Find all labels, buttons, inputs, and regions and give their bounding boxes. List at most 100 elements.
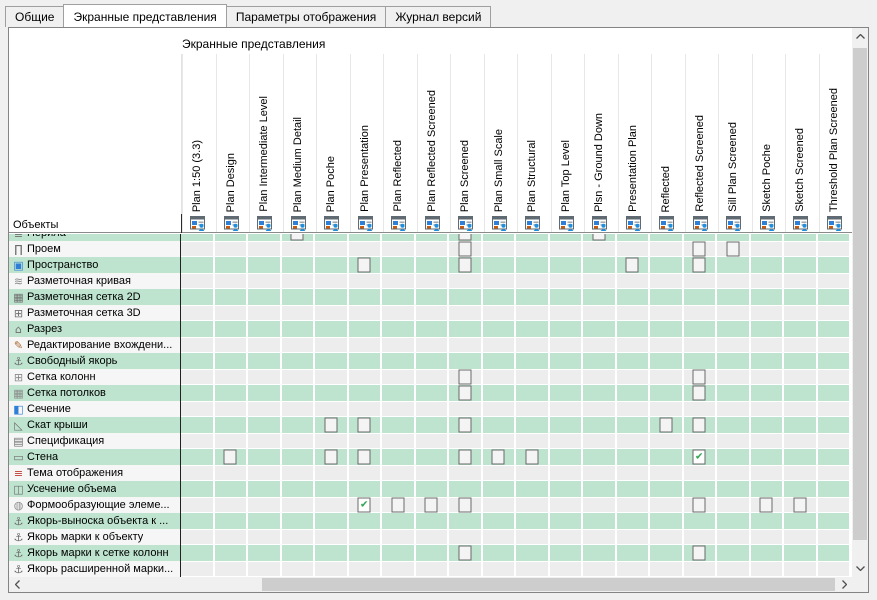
representation-checkbox[interactable] xyxy=(692,497,706,513)
column-header[interactable]: Plan Poche xyxy=(316,54,350,232)
column-header[interactable]: Presentation Plan xyxy=(617,54,652,232)
object-row-label[interactable]: ⚓ Якорь расширенной марки... xyxy=(9,561,181,577)
matrix-cell xyxy=(717,289,751,305)
tab-version-history[interactable]: Журнал версий xyxy=(385,6,492,27)
representation-checkbox[interactable] xyxy=(458,257,472,273)
object-row-label[interactable]: ◧ Сечение xyxy=(9,401,181,417)
object-row-label[interactable]: ◺ Скат крыши xyxy=(9,417,181,433)
column-header[interactable]: Plan Reflected Screened xyxy=(416,54,451,232)
representation-checkbox[interactable] xyxy=(592,234,606,241)
representation-checkbox[interactable] xyxy=(659,417,673,433)
matrix-cell xyxy=(415,465,449,481)
representation-checkbox[interactable] xyxy=(424,497,438,513)
representation-checkbox[interactable] xyxy=(458,234,472,241)
column-header[interactable]: Sketch Screened xyxy=(785,54,819,232)
representation-checkbox-checked[interactable]: ✔ xyxy=(692,449,706,465)
representation-checkbox[interactable] xyxy=(290,234,304,241)
representation-checkbox[interactable] xyxy=(458,497,472,513)
representation-checkbox[interactable] xyxy=(458,369,472,385)
representation-checkbox[interactable] xyxy=(692,545,706,561)
matrix-cell xyxy=(415,513,449,529)
matrix-cell xyxy=(784,561,818,577)
matrix-cell xyxy=(516,417,550,433)
tab-display-options[interactable]: Параметры отображения xyxy=(225,6,387,27)
object-row-label[interactable]: ≣Перила xyxy=(9,234,181,241)
tab-display-representations[interactable]: Экранные представления xyxy=(63,4,227,27)
object-row-label[interactable]: ◫ Усечение объема xyxy=(9,481,181,497)
scroll-left-button[interactable] xyxy=(9,577,25,592)
representation-checkbox[interactable] xyxy=(324,417,338,433)
object-row-label[interactable]: ▤ Спецификация xyxy=(9,433,181,449)
object-row-label[interactable]: ▭ Стена xyxy=(9,449,181,465)
matrix-cell xyxy=(382,337,416,353)
tab-general[interactable]: Общие xyxy=(5,6,65,27)
representation-checkbox-checked[interactable]: ✔ xyxy=(357,497,371,513)
representation-checkbox[interactable] xyxy=(324,449,338,465)
object-row-label[interactable]: ▦ Разметочная сетка 2D xyxy=(9,289,181,305)
representation-checkbox[interactable] xyxy=(692,369,706,385)
object-row-label[interactable]: ✎ Редактирование вхождени... xyxy=(9,337,181,353)
object-row-label[interactable]: ⊞ Сетка колонн xyxy=(9,369,181,385)
column-header[interactable]: Plan Structural xyxy=(517,54,551,232)
column-header[interactable]: Sketch Poche xyxy=(751,54,786,232)
representation-checkbox[interactable] xyxy=(458,449,472,465)
object-row-label[interactable]: ▣ Пространство xyxy=(9,257,181,273)
representation-checkbox[interactable] xyxy=(357,257,371,273)
representation-checkbox[interactable] xyxy=(357,449,371,465)
column-header[interactable]: Plan Design xyxy=(215,54,250,232)
column-header[interactable]: Plan Screened xyxy=(450,54,484,232)
scroll-up-button[interactable] xyxy=(852,28,868,45)
representation-checkbox[interactable] xyxy=(793,497,807,513)
column-header[interactable]: Plan Top Level xyxy=(550,54,585,232)
representation-checkbox[interactable] xyxy=(223,449,237,465)
representation-checkbox[interactable] xyxy=(692,385,706,401)
representation-checkbox[interactable] xyxy=(491,449,505,465)
representation-checkbox[interactable] xyxy=(692,257,706,273)
matrix-cell xyxy=(717,257,751,273)
representation-checkbox[interactable] xyxy=(625,257,639,273)
object-row-label[interactable]: ⚓ Якорь-выноска объекта к ... xyxy=(9,513,181,529)
column-header[interactable]: Reflected xyxy=(651,54,685,232)
representation-checkbox[interactable] xyxy=(759,497,773,513)
column-header[interactable]: Sill Plan Screened xyxy=(718,54,752,232)
representation-checkbox[interactable] xyxy=(692,241,706,257)
representation-checkbox[interactable] xyxy=(357,417,371,433)
column-header[interactable]: Plan 1:50 (3.3) xyxy=(182,54,216,232)
representation-checkbox[interactable] xyxy=(391,497,405,513)
vertical-scrollbar-thumb[interactable] xyxy=(853,48,867,540)
representation-checkbox[interactable] xyxy=(458,385,472,401)
object-row-label[interactable]: ⚓ Якорь марки к сетке колонн xyxy=(9,545,181,561)
column-header[interactable]: Plan Intermediate Level xyxy=(249,54,283,232)
object-row-label[interactable]: ⚓ Свободный якорь xyxy=(9,353,181,369)
object-row-label[interactable]: ⚓ Якорь марки к объекту xyxy=(9,529,181,545)
representation-checkbox[interactable] xyxy=(458,417,472,433)
scroll-down-button[interactable] xyxy=(852,560,868,577)
representation-checkbox[interactable] xyxy=(525,449,539,465)
object-row-label[interactable]: ⊞ Разметочная сетка 3D xyxy=(9,305,181,321)
matrix-cell xyxy=(549,234,583,241)
horizontal-scrollbar-thumb[interactable] xyxy=(262,578,835,591)
matrix-cell xyxy=(415,449,449,465)
representation-checkbox[interactable] xyxy=(726,241,740,257)
vertical-scrollbar[interactable] xyxy=(852,28,868,577)
object-row-label[interactable]: ≋ Разметочная кривая xyxy=(9,273,181,289)
horizontal-scrollbar[interactable] xyxy=(9,577,852,592)
representation-checkbox[interactable] xyxy=(692,417,706,433)
column-header[interactable]: Plan Small Scale xyxy=(483,54,518,232)
representation-checkbox[interactable] xyxy=(458,545,472,561)
matrix-cell xyxy=(750,465,784,481)
object-row-label[interactable]: ⌂ Разрез xyxy=(9,321,181,337)
column-header[interactable]: Reflected Screened xyxy=(684,54,719,232)
scroll-right-button[interactable] xyxy=(836,577,852,592)
object-row-label[interactable]: ≡ Тема отображения xyxy=(9,465,181,481)
representation-checkbox[interactable] xyxy=(458,241,472,257)
column-header[interactable]: Threshold Plan Screened xyxy=(818,54,852,232)
column-header[interactable]: Plan Presentation xyxy=(349,54,384,232)
column-header[interactable]: Plan Medium Detail xyxy=(282,54,317,232)
column-header-label: Plan Structural xyxy=(526,139,538,212)
column-header[interactable]: Plan Reflected xyxy=(383,54,417,232)
object-row-label[interactable]: ∏ Проем xyxy=(9,241,181,257)
column-header[interactable]: Plsn - Ground Down xyxy=(584,54,618,232)
object-row-label[interactable]: ◍ Формообразующие элеме... xyxy=(9,497,181,513)
object-row-label[interactable]: ▦ Сетка потолков xyxy=(9,385,181,401)
